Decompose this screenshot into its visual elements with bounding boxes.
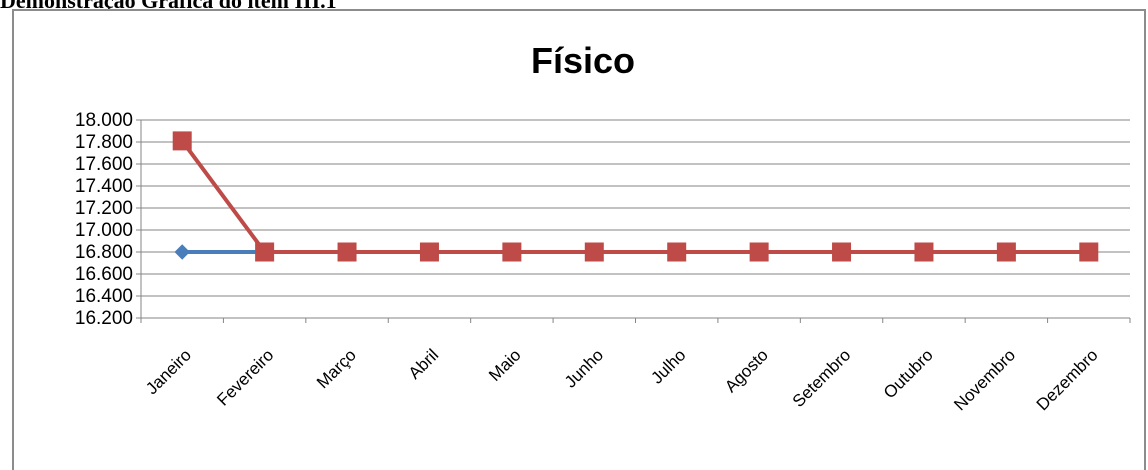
y-tick-label: 17.600 <box>75 154 133 175</box>
x-tick-label: Fevereiro <box>213 345 277 409</box>
x-tick-label: Maio <box>485 345 524 384</box>
x-tick-label: Junho <box>561 345 607 391</box>
data-point-square <box>832 242 852 262</box>
data-point-square <box>255 242 275 262</box>
data-point-square <box>584 242 604 262</box>
data-point-square <box>337 242 357 262</box>
axes <box>136 119 1131 323</box>
data-point-diamond <box>174 244 190 260</box>
chart-frame <box>12 9 1146 470</box>
x-tick-label: Outubro <box>880 345 937 402</box>
data-point-square <box>502 242 522 262</box>
y-tick-label: 17.800 <box>75 132 133 153</box>
data-point-square <box>1079 242 1099 262</box>
data-point-square <box>996 242 1016 262</box>
y-tick-label: 17.200 <box>75 198 133 219</box>
x-tick-label: Janeiro <box>142 345 195 398</box>
series-line-2 <box>180 139 1089 254</box>
y-tick-label: 16.400 <box>75 286 133 307</box>
y-tick-label: 17.400 <box>75 176 133 197</box>
data-point-square <box>749 242 769 262</box>
data-point-square <box>419 242 439 262</box>
data-point-square <box>667 242 687 262</box>
x-tick-labels: Janeiro Fevereiro Março Abril Maio Junho Julho… <box>142 345 1101 414</box>
y-tick-label: 16.200 <box>75 308 133 329</box>
y-tick-label: 18.000 <box>75 110 133 131</box>
chart-title: Físico <box>531 40 635 81</box>
y-tick-label: 17.000 <box>75 220 133 241</box>
y-tick-label: 16.600 <box>75 264 133 285</box>
gridlines <box>141 119 1130 319</box>
x-tick-label: Dezembro <box>1033 345 1102 414</box>
data-point-square <box>914 242 934 262</box>
x-tick-label: Agosto <box>721 345 772 396</box>
x-tick-label: Novembro <box>950 345 1019 414</box>
x-tick-label: Março <box>313 345 360 392</box>
x-tick-label: Setembro <box>789 345 855 411</box>
y-tick-labels: 16.20016.40016.60016.80017.00017.20017.4… <box>75 110 133 329</box>
y-tick-label: 16.800 <box>75 242 133 263</box>
x-tick-label: Abril <box>405 345 442 382</box>
data-point-square <box>172 131 192 151</box>
x-tick-label: Julho <box>647 345 689 387</box>
series-group <box>172 131 1099 262</box>
